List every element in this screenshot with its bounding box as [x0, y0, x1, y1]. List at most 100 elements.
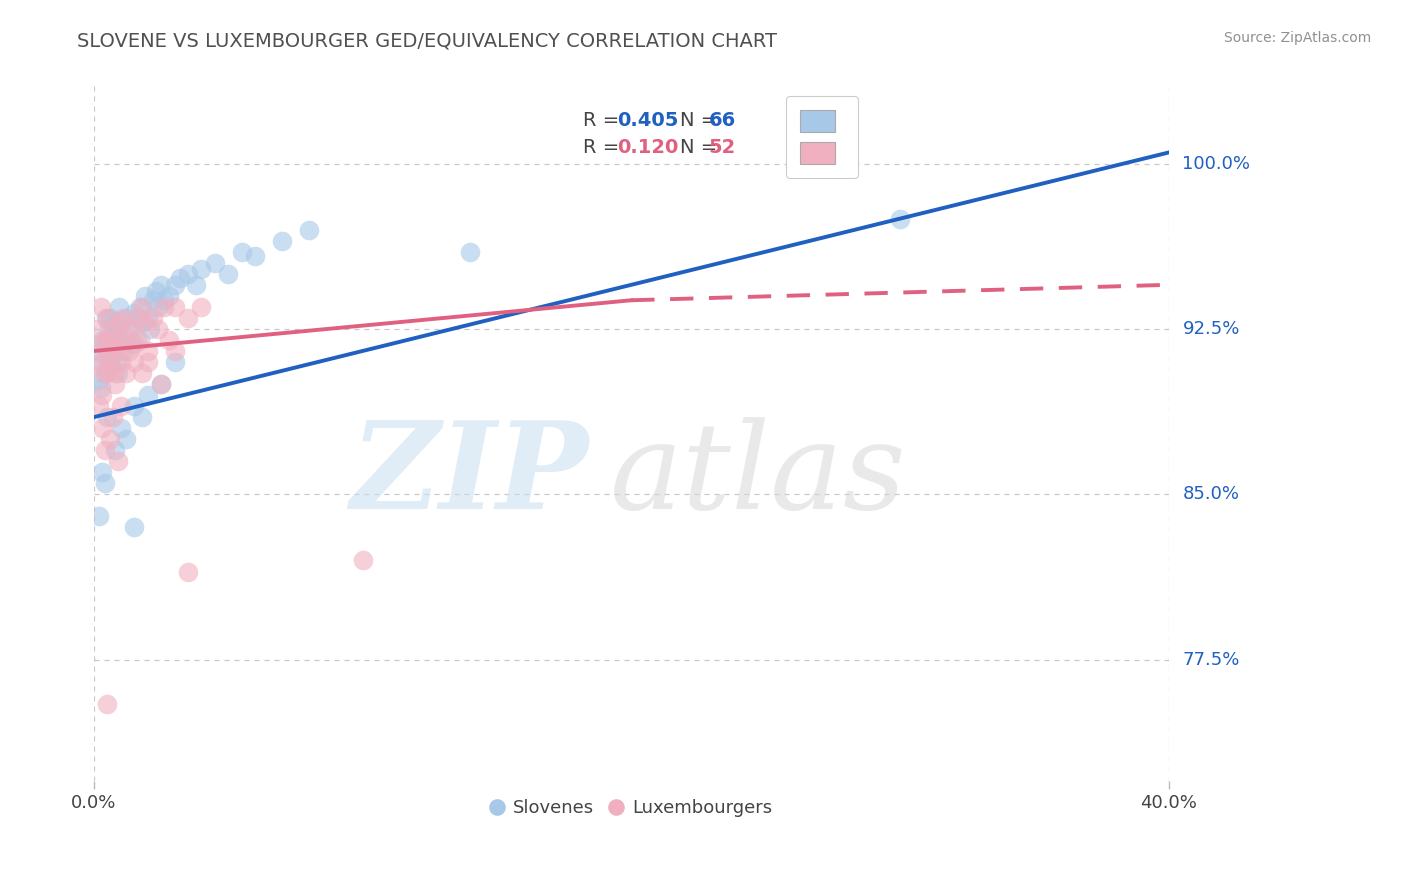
- Point: [101, 322, 124, 336]
- Point: [271, 234, 294, 248]
- Point: [125, 310, 148, 325]
- Text: R =: R =: [583, 111, 626, 129]
- Point: [136, 388, 159, 402]
- Point: [118, 343, 141, 358]
- Point: [89, 399, 111, 413]
- Point: [100, 359, 122, 374]
- Point: [97, 322, 120, 336]
- Point: [121, 322, 143, 336]
- Point: [148, 322, 170, 336]
- Point: [115, 366, 138, 380]
- Point: [128, 333, 150, 347]
- Point: [128, 300, 150, 314]
- Point: [115, 328, 138, 343]
- Point: [98, 343, 121, 358]
- Point: [157, 289, 180, 303]
- Point: [91, 421, 114, 435]
- Point: [163, 355, 186, 369]
- Point: [150, 377, 173, 392]
- Text: Source: ZipAtlas.com: Source: ZipAtlas.com: [1223, 31, 1371, 45]
- Point: [298, 223, 321, 237]
- Point: [134, 315, 156, 329]
- Point: [105, 333, 128, 347]
- Point: [90, 300, 112, 314]
- Point: [96, 410, 118, 425]
- Point: [91, 388, 114, 402]
- Point: [110, 333, 132, 347]
- Point: [131, 366, 153, 380]
- Point: [93, 366, 115, 380]
- Point: [90, 382, 112, 396]
- Point: [190, 262, 212, 277]
- Text: 52: 52: [709, 138, 735, 158]
- Text: ZIP: ZIP: [350, 416, 588, 534]
- Point: [108, 315, 131, 329]
- Point: [122, 337, 145, 351]
- Point: [142, 310, 165, 325]
- Point: [131, 315, 153, 329]
- Point: [121, 337, 143, 351]
- Point: [89, 355, 111, 369]
- Point: [110, 421, 132, 435]
- Point: [131, 410, 153, 425]
- Point: [101, 328, 124, 343]
- Point: [152, 293, 174, 308]
- Point: [231, 244, 253, 259]
- Point: [152, 300, 174, 314]
- Point: [217, 267, 239, 281]
- Point: [122, 306, 145, 320]
- Point: [115, 432, 138, 446]
- Point: [98, 432, 121, 446]
- Point: [103, 343, 125, 358]
- Text: 100.0%: 100.0%: [1182, 154, 1250, 172]
- Text: 66: 66: [709, 111, 735, 129]
- Point: [93, 476, 115, 491]
- Point: [104, 377, 127, 392]
- Point: [190, 300, 212, 314]
- Point: [157, 333, 180, 347]
- Text: 0.405: 0.405: [617, 111, 679, 129]
- Point: [104, 366, 127, 380]
- Point: [87, 343, 110, 358]
- Point: [104, 315, 127, 329]
- Point: [93, 443, 115, 458]
- Point: [889, 211, 911, 226]
- Text: 0.120: 0.120: [617, 138, 679, 158]
- Point: [458, 244, 481, 259]
- Point: [91, 465, 114, 479]
- Point: [122, 520, 145, 534]
- Point: [204, 256, 226, 270]
- Point: [91, 337, 114, 351]
- Point: [94, 351, 117, 365]
- Point: [112, 343, 135, 358]
- Point: [177, 267, 200, 281]
- Point: [131, 300, 153, 314]
- Point: [352, 553, 374, 567]
- Text: N =: N =: [679, 138, 723, 158]
- Point: [107, 322, 129, 336]
- Point: [150, 277, 173, 292]
- Point: [125, 333, 148, 347]
- Point: [98, 310, 121, 325]
- Point: [108, 300, 131, 314]
- Text: R =: R =: [583, 138, 626, 158]
- Point: [122, 399, 145, 413]
- Point: [93, 333, 115, 347]
- Point: [142, 293, 165, 308]
- Point: [136, 343, 159, 358]
- Point: [163, 343, 186, 358]
- Point: [163, 300, 186, 314]
- Point: [87, 322, 110, 336]
- Point: [96, 337, 118, 351]
- Text: atlas: atlas: [610, 417, 907, 534]
- Point: [97, 333, 120, 347]
- Point: [150, 377, 173, 392]
- Point: [145, 285, 167, 299]
- Point: [101, 410, 124, 425]
- Text: SLOVENE VS LUXEMBOURGER GED/EQUIVALENCY CORRELATION CHART: SLOVENE VS LUXEMBOURGER GED/EQUIVALENCY …: [77, 31, 778, 50]
- Point: [184, 277, 207, 292]
- Point: [104, 443, 127, 458]
- Text: 92.5%: 92.5%: [1182, 320, 1240, 338]
- Point: [100, 359, 122, 374]
- Point: [89, 373, 111, 387]
